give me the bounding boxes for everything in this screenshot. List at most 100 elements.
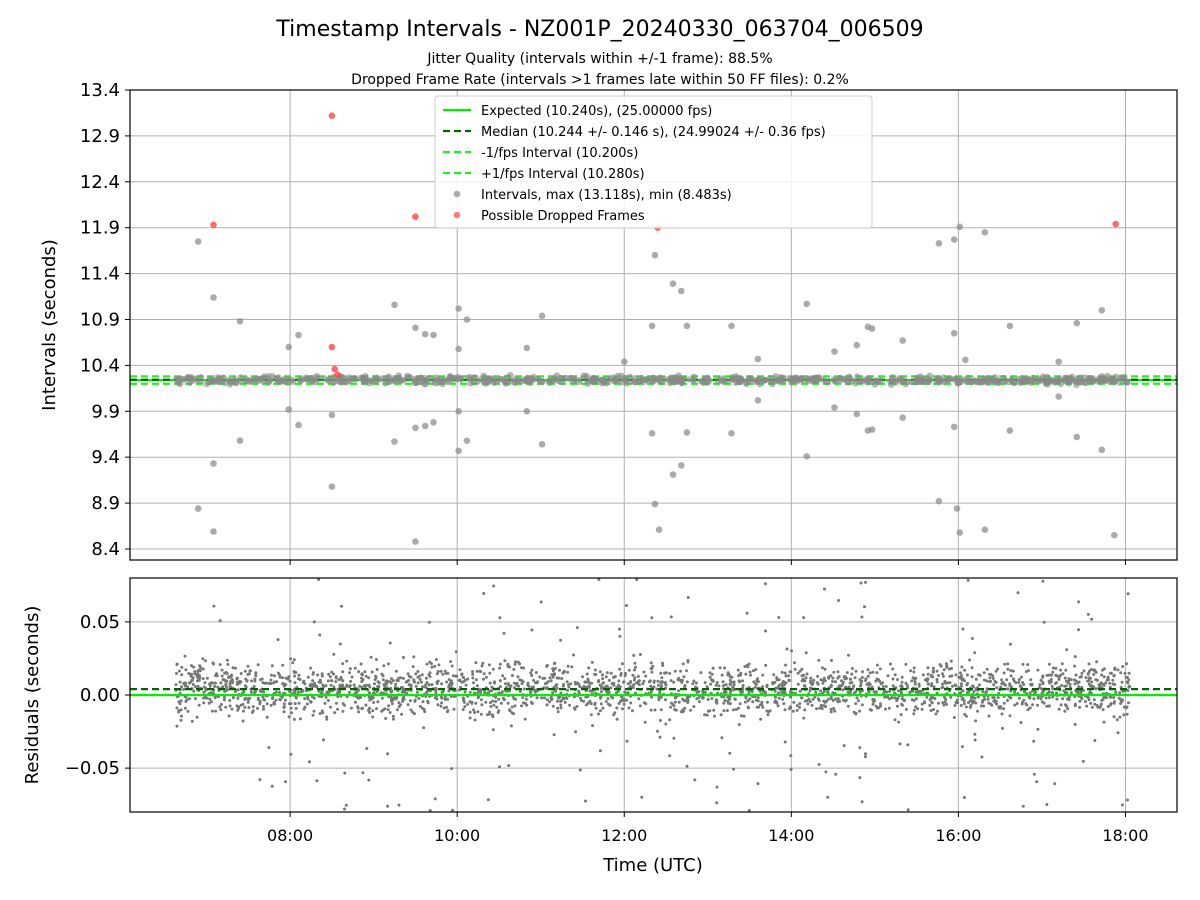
residual-point (338, 683, 342, 687)
residual-point (569, 682, 573, 686)
residual-point (506, 689, 510, 693)
residual-point (782, 702, 786, 706)
residual-point (1045, 704, 1049, 708)
residual-point (959, 704, 963, 707)
residual-point (992, 696, 996, 700)
residual-point (607, 690, 611, 694)
interval-outlier-point (285, 343, 293, 351)
interval-outlier-point (803, 453, 810, 460)
residual-point (649, 690, 653, 694)
residual-point (518, 689, 522, 693)
residual-point (491, 699, 495, 703)
residual-point (332, 685, 336, 689)
residual-point (1057, 678, 1061, 681)
residual-point (297, 701, 301, 705)
residual-point (354, 700, 357, 704)
residual-point (450, 682, 454, 685)
residual-point (530, 628, 534, 632)
residual-point (650, 670, 654, 674)
residual-point (177, 669, 181, 673)
residual-point (296, 690, 300, 694)
residual-point (235, 677, 239, 681)
residual-point (216, 685, 220, 689)
residual-point (685, 680, 689, 684)
residual-point (1090, 617, 1094, 621)
residual-point (291, 661, 295, 665)
interval-point (474, 378, 482, 385)
residual-point (510, 674, 514, 678)
residual-point (834, 697, 837, 701)
residual-point (1118, 715, 1122, 719)
residual-point (225, 658, 229, 662)
residual-point (845, 671, 849, 675)
interval-point (289, 378, 296, 385)
residual-point (1102, 667, 1106, 671)
residual-point (434, 690, 438, 694)
residual-point (914, 690, 918, 694)
residual-point (1069, 691, 1073, 695)
residual-point (672, 680, 676, 684)
residual-point (1078, 699, 1082, 703)
residual-point (1106, 675, 1110, 679)
residual-point (297, 677, 300, 681)
residual-point (1127, 701, 1130, 705)
residual-point (719, 713, 723, 717)
residual-point (900, 697, 904, 701)
residual-point (247, 706, 251, 709)
residual-point (242, 690, 246, 694)
residual-point (815, 707, 818, 711)
residual-point (803, 679, 807, 683)
residual-point (609, 686, 613, 690)
residual-point (766, 713, 770, 717)
residual-point (804, 651, 808, 655)
residual-point (229, 685, 233, 689)
residual-point (1065, 704, 1069, 708)
interval-point (337, 379, 345, 386)
residual-point (203, 681, 207, 685)
residual-point (836, 697, 840, 701)
residual-point (810, 703, 814, 707)
residual-point (508, 709, 512, 713)
residual-point (624, 672, 627, 675)
residual-point (709, 682, 713, 686)
residual-point (671, 703, 675, 706)
residual-point (213, 696, 217, 700)
residual-point (204, 686, 208, 690)
residual-point (930, 695, 933, 699)
legend-entry-label: +1/fps Interval (10.280s) (481, 167, 645, 182)
residual-point (450, 767, 454, 771)
residual-point (796, 671, 800, 675)
residual-point (312, 620, 316, 624)
residual-point (900, 684, 904, 688)
residual-point (699, 671, 703, 675)
residual-point (1001, 726, 1004, 730)
residual-point (491, 667, 495, 671)
residual-point (367, 676, 371, 680)
residual-point (566, 670, 570, 674)
residual-point (913, 682, 917, 686)
residual-point (638, 704, 642, 708)
residual-point (656, 729, 659, 733)
residual-point (935, 680, 939, 684)
residual-point (970, 675, 974, 679)
residual-point (262, 707, 265, 711)
residual-point (692, 705, 696, 709)
residual-point (637, 683, 641, 687)
residual-point (914, 697, 918, 701)
residual-point (312, 671, 315, 675)
residual-point (471, 672, 475, 676)
interval-point (481, 374, 488, 381)
residual-point (555, 699, 559, 703)
residual-point (492, 681, 496, 685)
x-tick-label: 16:00 (935, 826, 981, 845)
residual-point (864, 752, 867, 756)
residual-point (267, 681, 271, 685)
residual-point (965, 683, 969, 687)
residual-point (593, 701, 597, 705)
interval-outlier-point (1098, 446, 1106, 454)
residual-point (179, 714, 183, 718)
residual-point (790, 649, 793, 653)
residual-point (274, 698, 278, 702)
residual-point (551, 691, 555, 695)
residual-point (604, 684, 608, 688)
